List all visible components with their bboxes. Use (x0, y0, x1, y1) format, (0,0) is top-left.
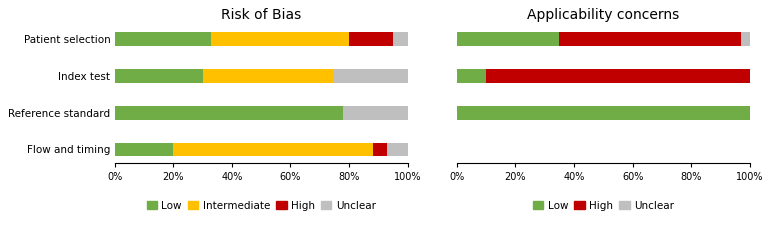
Bar (457, 106, 750, 120)
Bar (114, 143, 173, 157)
Title: Risk of Bias: Risk of Bias (221, 8, 301, 22)
Bar (114, 33, 212, 46)
Bar (393, 33, 408, 46)
Legend: Low, High, Unclear: Low, High, Unclear (529, 196, 678, 215)
Bar (388, 143, 408, 157)
Bar (560, 33, 741, 46)
Bar (334, 69, 408, 83)
Bar (173, 143, 373, 157)
Bar (486, 69, 750, 83)
Bar (202, 69, 334, 83)
Bar (212, 33, 349, 46)
Bar (741, 33, 750, 46)
Bar (114, 69, 202, 83)
Bar (344, 106, 408, 120)
Title: Applicability concerns: Applicability concerns (527, 8, 679, 22)
Bar (457, 69, 486, 83)
Legend: Low, Intermediate, High, Unclear: Low, Intermediate, High, Unclear (143, 196, 380, 215)
Bar (373, 143, 388, 157)
Bar (349, 33, 393, 46)
Bar (114, 106, 344, 120)
Bar (457, 33, 560, 46)
